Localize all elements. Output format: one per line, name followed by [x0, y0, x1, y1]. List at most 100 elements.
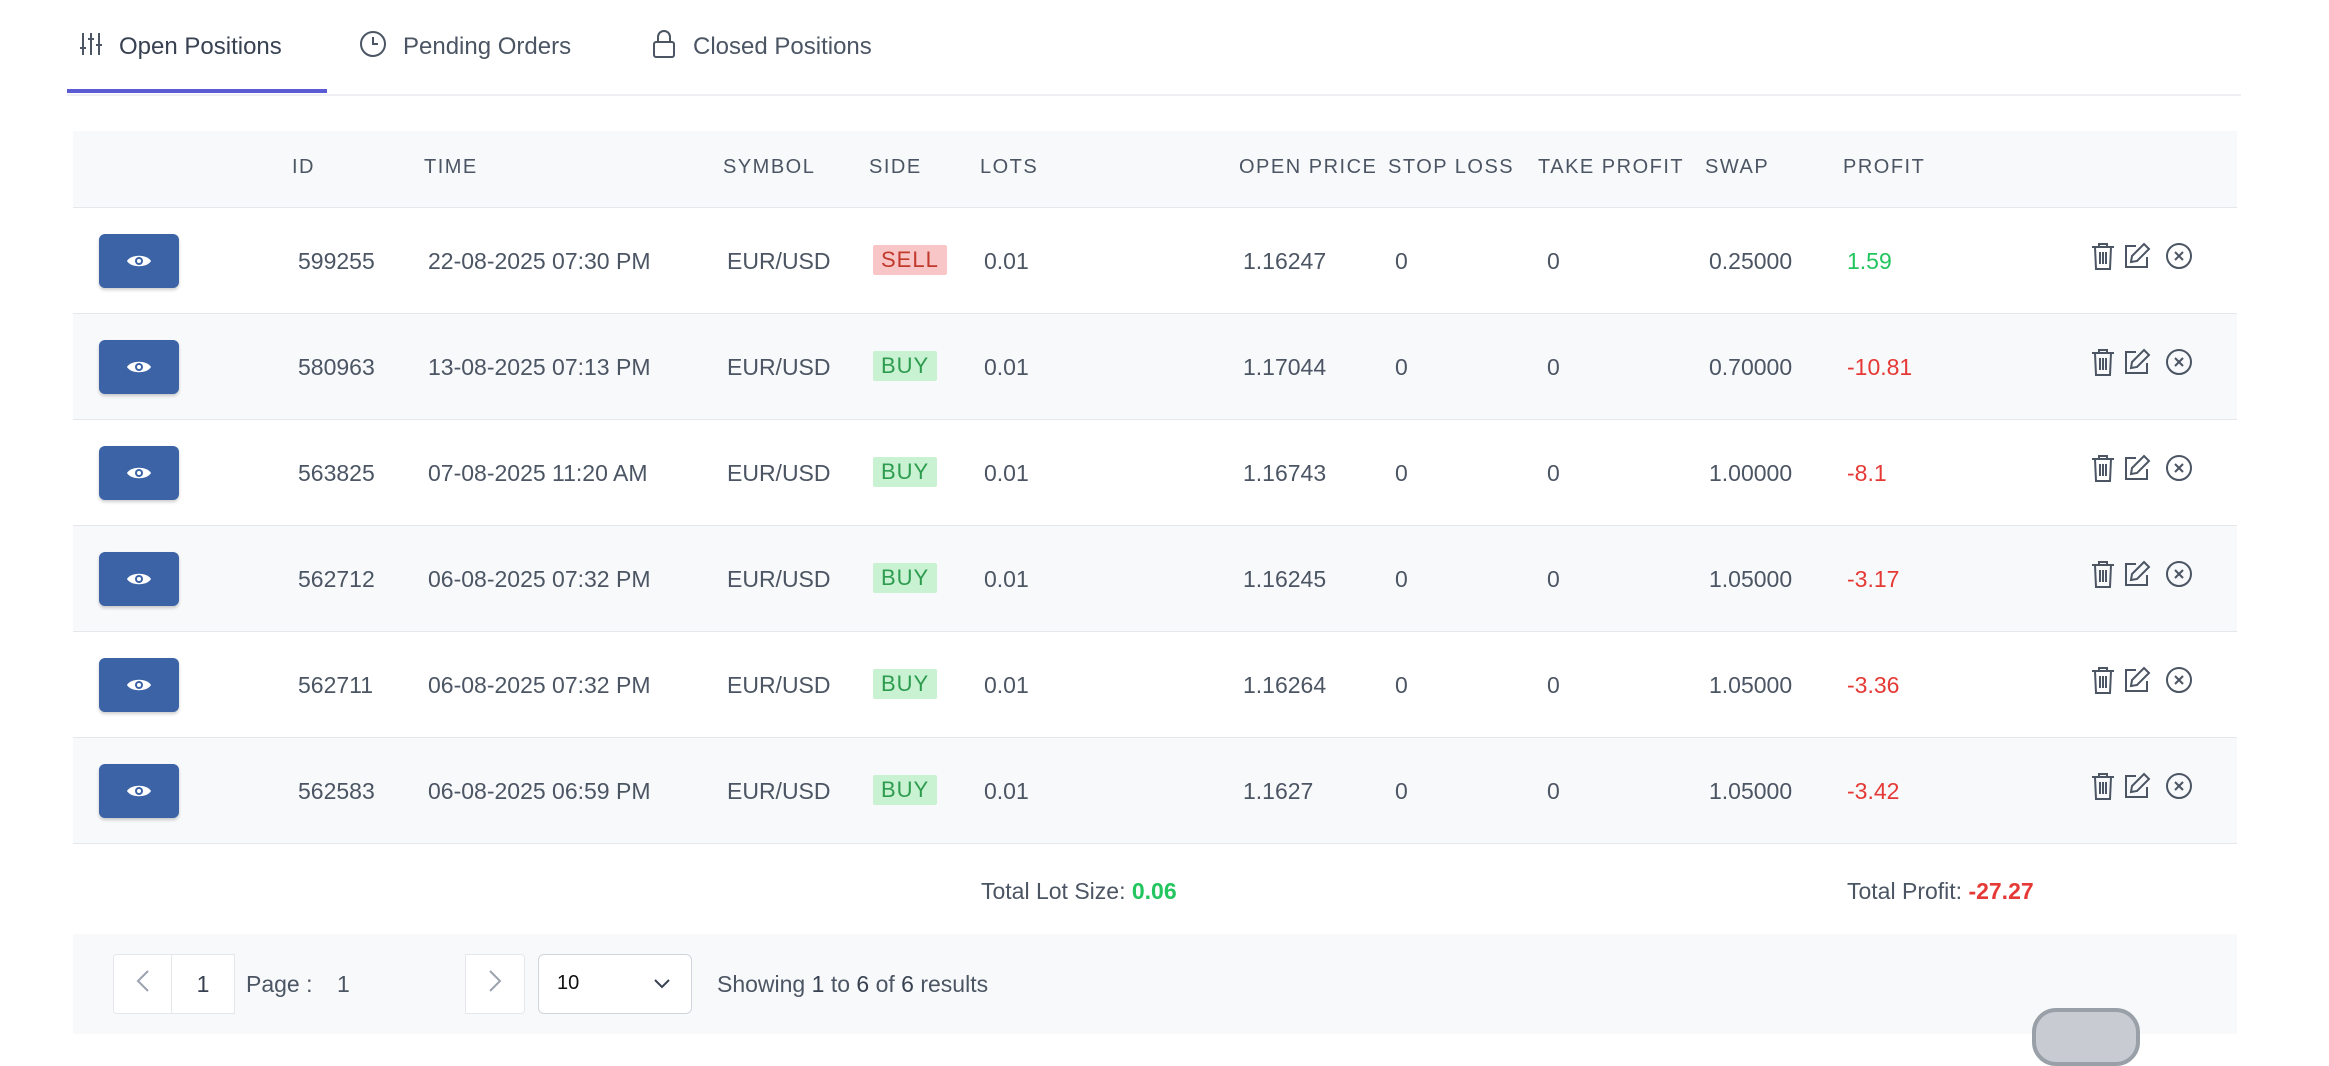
edit-icon[interactable]	[2122, 771, 2152, 801]
side-badge: BUY	[873, 457, 938, 487]
cell-open-price: 1.16743	[1243, 460, 1327, 486]
trash-icon[interactable]	[2090, 559, 2116, 589]
table-row: 562583 06-08-2025 06:59 PM EUR/USD 0.01 1.16…	[73, 738, 2237, 844]
clock-icon	[359, 30, 403, 65]
cell-stop-loss: 0	[1395, 248, 1408, 274]
position-tabs: Open Positions Pending Orders Closed Pos…	[67, 0, 2241, 96]
tab-pending-orders[interactable]: Pending Orders	[359, 0, 571, 94]
prev-page-button[interactable]	[113, 954, 173, 1014]
edit-icon[interactable]	[2122, 241, 2152, 271]
view-button[interactable]	[99, 340, 179, 394]
close-position-icon[interactable]	[2164, 559, 2194, 589]
header-open-price: OPEN PRICE	[1239, 156, 1378, 178]
view-button[interactable]	[99, 446, 179, 500]
view-button[interactable]	[99, 764, 179, 818]
total-lot-value: 0.06	[1131, 878, 1177, 904]
table-row: 563825 07-08-2025 11:20 AM EUR/USD 0.01 1.16…	[73, 420, 2237, 526]
page-label: Page :	[246, 971, 313, 997]
cell-profit: -3.42	[1847, 778, 1900, 804]
positions-table: ID TIME SYMBOL SIDE LOTS OPEN PRICE STOP…	[73, 131, 2237, 1034]
cell-symbol: EUR/USD	[727, 778, 831, 804]
chat-widget-button[interactable]	[2032, 1008, 2140, 1066]
close-position-icon[interactable]	[2164, 241, 2194, 271]
trash-icon[interactable]	[2090, 347, 2116, 377]
cell-lots: 0.01	[984, 778, 1029, 804]
cell-profit: -8.1	[1847, 460, 1887, 486]
close-position-icon[interactable]	[2164, 771, 2194, 801]
tab-label: Open Positions	[119, 33, 282, 60]
cell-take-profit: 0	[1547, 248, 1560, 274]
trash-icon[interactable]	[2090, 453, 2116, 483]
cell-lots: 0.01	[984, 354, 1029, 380]
eye-icon	[126, 570, 152, 588]
row-actions	[2090, 771, 2200, 801]
next-page-button[interactable]	[465, 954, 525, 1014]
total-lot-size: Total Lot Size: 0.06	[981, 878, 1177, 904]
edit-icon[interactable]	[2122, 347, 2152, 377]
cell-symbol: EUR/USD	[727, 566, 831, 592]
edit-icon[interactable]	[2122, 453, 2152, 483]
pagination: 1 Page : 1 10 Showing 1 to 6 of 6 result…	[73, 934, 2237, 1034]
header-take-profit: TAKE PROFIT	[1538, 156, 1685, 178]
cell-symbol: EUR/USD	[727, 460, 831, 486]
cell-stop-loss: 0	[1395, 778, 1408, 804]
per-page-value: 10	[557, 972, 580, 994]
cell-open-price: 1.1627	[1243, 778, 1314, 804]
active-tab-indicator	[67, 89, 327, 93]
eye-icon	[126, 252, 152, 270]
cell-id: 562711	[298, 672, 374, 698]
cell-id: 562583	[298, 778, 375, 804]
side-badge: BUY	[873, 351, 938, 381]
table-row: 580963 13-08-2025 07:13 PM EUR/USD 0.01 1.17…	[73, 314, 2237, 420]
tab-open-positions[interactable]: Open Positions	[79, 0, 282, 94]
view-button[interactable]	[99, 658, 179, 712]
cell-lots: 0.01	[984, 566, 1029, 592]
cell-id: 580963	[298, 354, 375, 380]
row-actions	[2090, 665, 2200, 695]
cell-time: 13-08-2025 07:13 PM	[428, 354, 651, 380]
table-row: 562711 06-08-2025 07:32 PM EUR/USD 0.01 1.16…	[73, 632, 2237, 738]
cell-time: 07-08-2025 11:20 AM	[428, 460, 648, 486]
edit-icon[interactable]	[2122, 559, 2152, 589]
side-badge: SELL	[873, 245, 947, 275]
side-badge: BUY	[873, 669, 938, 699]
chevron-left-icon	[136, 969, 150, 999]
sliders-icon	[79, 31, 119, 64]
chevron-right-icon	[488, 969, 502, 999]
eye-icon	[126, 464, 152, 482]
cell-open-price: 1.16245	[1243, 566, 1327, 592]
edit-icon[interactable]	[2122, 665, 2152, 695]
header-profit: PROFIT	[1843, 156, 1926, 178]
close-position-icon[interactable]	[2164, 665, 2194, 695]
row-actions	[2090, 347, 2200, 377]
cell-symbol: EUR/USD	[727, 354, 831, 380]
view-button[interactable]	[99, 234, 179, 288]
per-page-select[interactable]: 10	[538, 954, 692, 1014]
trash-icon[interactable]	[2090, 665, 2116, 695]
eye-icon	[126, 676, 152, 694]
cell-stop-loss: 0	[1395, 460, 1408, 486]
tab-closed-positions[interactable]: Closed Positions	[651, 0, 872, 94]
trash-icon[interactable]	[2090, 771, 2116, 801]
chevron-down-icon	[653, 973, 671, 996]
cell-open-price: 1.16247	[1243, 248, 1327, 274]
cell-time: 06-08-2025 07:32 PM	[428, 672, 651, 698]
cell-take-profit: 0	[1547, 672, 1560, 698]
cell-symbol: EUR/USD	[727, 248, 831, 274]
close-position-icon[interactable]	[2164, 453, 2194, 483]
cell-swap: 1.05000	[1709, 566, 1793, 592]
cell-swap: 1.05000	[1709, 778, 1793, 804]
header-side: SIDE	[869, 156, 922, 178]
page-value: 1	[337, 971, 350, 997]
close-position-icon[interactable]	[2164, 347, 2194, 377]
header-id: ID	[292, 156, 315, 178]
cell-profit: -3.36	[1847, 672, 1900, 698]
trash-icon[interactable]	[2090, 241, 2116, 271]
cell-open-price: 1.16264	[1243, 672, 1327, 698]
cell-take-profit: 0	[1547, 460, 1560, 486]
cell-swap: 1.05000	[1709, 672, 1793, 698]
cell-swap: 1.00000	[1709, 460, 1793, 486]
current-page-number[interactable]: 1	[171, 954, 235, 1014]
view-button[interactable]	[99, 552, 179, 606]
cell-lots: 0.01	[984, 672, 1029, 698]
